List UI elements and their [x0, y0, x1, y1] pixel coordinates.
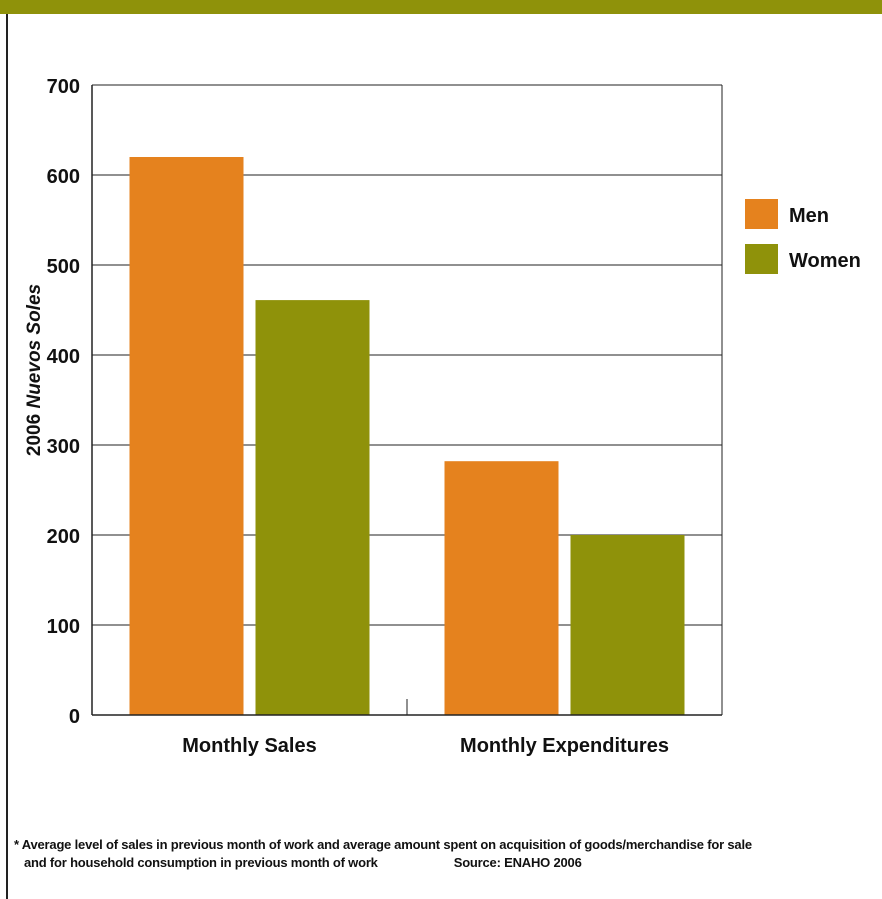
- legend-label-women: Women: [789, 250, 861, 272]
- footnote-line-2-text: and for household consumption in previou…: [24, 855, 378, 870]
- x-category-label-1: Monthly Expenditures: [460, 735, 669, 757]
- y-tick-label-100: 100: [47, 616, 80, 638]
- x-category-label-0: Monthly Sales: [182, 735, 316, 757]
- top-accent-bar: [0, 0, 882, 14]
- footnote-line-2: and for household consumption in previou…: [14, 854, 880, 872]
- legend: Men Women: [745, 199, 861, 274]
- y-tick-label-700: 700: [47, 76, 80, 98]
- bar-men-1: [444, 461, 559, 715]
- legend-swatch-women: [745, 244, 778, 274]
- bar-chart: 0 100 200 300 400 500 600 700 Monthly Sales Month…: [24, 76, 861, 757]
- footnote-line-1: * Average level of sales in previous mon…: [14, 837, 752, 852]
- y-tick-label-200: 200: [47, 526, 80, 548]
- bar-men-0: [129, 157, 244, 715]
- left-border-line: [6, 14, 8, 899]
- y-axis-label: 2006 Nuevos Soles: [24, 284, 45, 456]
- bar-women-0: [255, 300, 370, 715]
- footnote-source: Source: ENAHO 2006: [453, 855, 582, 870]
- y-tick-label-300: 300: [47, 436, 80, 458]
- y-axis-label-year: 2006: [24, 414, 45, 456]
- legend-swatch-men: [745, 199, 778, 229]
- bars: [129, 157, 685, 715]
- legend-label-men: Men: [789, 205, 829, 227]
- y-tick-label-600: 600: [47, 166, 80, 188]
- bar-women-1: [570, 535, 685, 715]
- y-axis-label-unit: Nuevos Soles: [24, 284, 45, 409]
- footnote: * Average level of sales in previous mon…: [14, 836, 880, 872]
- y-tick-label-400: 400: [47, 346, 80, 368]
- y-tick-label-0: 0: [69, 706, 80, 728]
- y-tick-label-500: 500: [47, 256, 80, 278]
- labels: 0 100 200 300 400 500 600 700 Monthly Sales Month…: [47, 76, 669, 757]
- axes: [91, 84, 723, 716]
